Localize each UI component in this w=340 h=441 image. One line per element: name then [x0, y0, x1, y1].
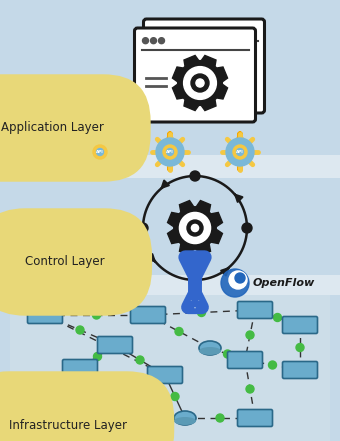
- Circle shape: [233, 145, 247, 159]
- Bar: [0, 155, 340, 178]
- FancyBboxPatch shape: [28, 306, 63, 324]
- Circle shape: [191, 224, 199, 232]
- Circle shape: [198, 309, 205, 317]
- Circle shape: [191, 74, 209, 92]
- Circle shape: [159, 29, 166, 35]
- Polygon shape: [168, 201, 222, 255]
- Circle shape: [175, 328, 183, 336]
- Circle shape: [171, 392, 179, 400]
- Ellipse shape: [174, 411, 196, 425]
- Circle shape: [296, 344, 304, 351]
- Text: OpenFlow: OpenFlow: [253, 278, 315, 288]
- Circle shape: [273, 314, 282, 321]
- Circle shape: [176, 209, 214, 247]
- FancyBboxPatch shape: [238, 410, 272, 426]
- Circle shape: [221, 269, 249, 297]
- FancyBboxPatch shape: [148, 366, 183, 384]
- Circle shape: [223, 350, 232, 358]
- Circle shape: [94, 352, 102, 360]
- FancyBboxPatch shape: [238, 302, 272, 318]
- FancyBboxPatch shape: [98, 336, 133, 354]
- Circle shape: [184, 67, 216, 99]
- Circle shape: [158, 37, 165, 44]
- FancyBboxPatch shape: [283, 362, 318, 378]
- Text: API: API: [166, 150, 174, 154]
- Circle shape: [187, 220, 203, 236]
- Circle shape: [190, 171, 200, 181]
- Circle shape: [93, 145, 107, 159]
- Circle shape: [246, 385, 254, 393]
- Circle shape: [246, 331, 254, 339]
- Circle shape: [136, 356, 144, 364]
- Text: Infrastructure Layer: Infrastructure Layer: [9, 419, 127, 431]
- Text: API: API: [236, 150, 244, 154]
- Circle shape: [163, 145, 177, 159]
- Ellipse shape: [199, 341, 221, 355]
- Circle shape: [151, 37, 156, 44]
- FancyBboxPatch shape: [135, 28, 255, 122]
- FancyBboxPatch shape: [283, 317, 318, 333]
- Bar: [10, 295, 330, 441]
- Circle shape: [167, 149, 173, 156]
- Circle shape: [138, 223, 148, 233]
- Bar: [0, 0, 340, 155]
- FancyBboxPatch shape: [63, 359, 98, 377]
- Circle shape: [235, 273, 245, 283]
- Circle shape: [76, 326, 84, 334]
- Circle shape: [190, 275, 200, 285]
- Ellipse shape: [199, 347, 221, 355]
- Circle shape: [142, 37, 149, 44]
- Circle shape: [180, 63, 220, 103]
- FancyBboxPatch shape: [143, 19, 265, 113]
- FancyBboxPatch shape: [131, 306, 166, 324]
- Text: Application Layer: Application Layer: [1, 122, 103, 135]
- Circle shape: [101, 341, 109, 349]
- Text: API: API: [96, 150, 104, 154]
- Bar: [0, 275, 340, 295]
- FancyBboxPatch shape: [227, 351, 262, 369]
- Circle shape: [92, 311, 101, 319]
- Circle shape: [229, 271, 247, 289]
- Circle shape: [152, 29, 157, 35]
- Circle shape: [216, 414, 224, 422]
- Ellipse shape: [174, 417, 196, 425]
- Circle shape: [269, 361, 276, 369]
- Polygon shape: [172, 56, 227, 111]
- Circle shape: [237, 149, 243, 156]
- Bar: [0, 178, 340, 275]
- Circle shape: [180, 213, 210, 243]
- Circle shape: [226, 138, 254, 166]
- Circle shape: [86, 138, 114, 166]
- Circle shape: [156, 138, 184, 166]
- Circle shape: [97, 149, 103, 156]
- Circle shape: [242, 223, 252, 233]
- Text: Control Layer: Control Layer: [25, 255, 105, 269]
- Circle shape: [196, 79, 204, 87]
- Circle shape: [168, 29, 173, 35]
